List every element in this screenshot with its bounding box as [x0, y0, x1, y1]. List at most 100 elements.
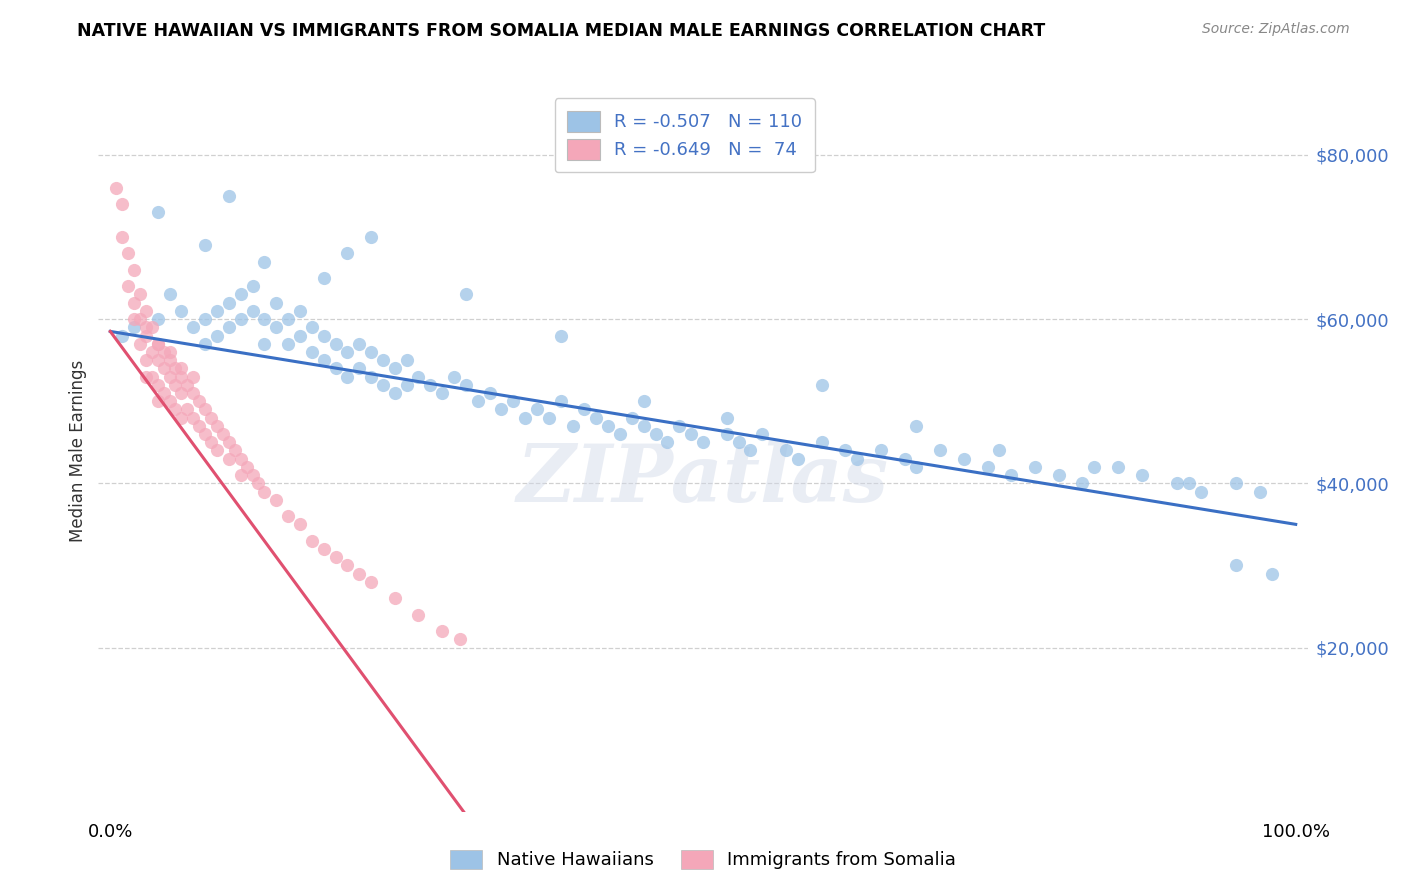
Point [454, 377, 477, 392]
Point [111, 197, 134, 211]
Point [1225, 476, 1247, 491]
Point [218, 320, 240, 334]
Point [159, 394, 181, 409]
Point [786, 451, 808, 466]
Point [117, 279, 139, 293]
Point [905, 418, 928, 433]
Point [277, 509, 299, 524]
Point [478, 386, 501, 401]
Point [205, 304, 228, 318]
Point [235, 459, 257, 474]
Point [129, 287, 152, 301]
Point [146, 336, 169, 351]
Point [194, 336, 217, 351]
Point [644, 427, 666, 442]
Point [122, 295, 145, 310]
Point [1024, 459, 1046, 474]
Legend: R = -0.507   N = 110, R = -0.649   N =  74: R = -0.507 N = 110, R = -0.649 N = 74 [555, 98, 815, 172]
Point [264, 492, 287, 507]
Point [129, 312, 152, 326]
Point [491, 402, 513, 417]
Point [360, 369, 382, 384]
Point [585, 410, 607, 425]
Point [253, 336, 276, 351]
Point [1178, 476, 1201, 491]
Point [253, 484, 276, 499]
Point [502, 394, 524, 409]
Point [129, 336, 152, 351]
Point [360, 345, 382, 359]
Point [312, 328, 335, 343]
Point [395, 353, 418, 368]
Point [301, 345, 323, 359]
Point [111, 328, 134, 343]
Point [176, 402, 198, 417]
Point [1130, 468, 1153, 483]
Point [135, 320, 157, 334]
Point [550, 328, 572, 343]
Point [224, 443, 246, 458]
Point [194, 402, 217, 417]
Point [336, 369, 359, 384]
Point [716, 410, 738, 425]
Point [598, 418, 620, 433]
Point [336, 246, 359, 260]
Point [312, 353, 335, 368]
Point [218, 451, 240, 466]
Point [834, 443, 856, 458]
Legend: Native Hawaiians, Immigrants from Somalia: Native Hawaiians, Immigrants from Somali… [440, 840, 966, 879]
Point [288, 517, 311, 532]
Point [727, 435, 749, 450]
Point [247, 476, 270, 491]
Point [229, 312, 252, 326]
Point [181, 320, 204, 334]
Point [360, 230, 382, 244]
Point [165, 377, 187, 392]
Point [194, 238, 217, 252]
Point [181, 410, 204, 425]
Point [526, 402, 548, 417]
Point [976, 459, 998, 474]
Point [170, 410, 193, 425]
Point [384, 386, 406, 401]
Point [105, 180, 128, 194]
Point [905, 459, 928, 474]
Point [141, 369, 163, 384]
Point [810, 435, 832, 450]
Point [122, 262, 145, 277]
Point [218, 295, 240, 310]
Y-axis label: Median Male Earnings: Median Male Earnings [69, 359, 87, 541]
Point [205, 443, 228, 458]
Point [165, 361, 187, 376]
Point [1166, 476, 1188, 491]
Point [111, 230, 134, 244]
Point [200, 410, 222, 425]
Point [740, 443, 762, 458]
Point [146, 377, 169, 392]
Point [336, 345, 359, 359]
Point [135, 369, 157, 384]
Point [371, 353, 394, 368]
Point [170, 304, 193, 318]
Point [312, 541, 335, 556]
Point [170, 361, 193, 376]
Point [141, 345, 163, 359]
Point [312, 271, 335, 285]
Point [242, 304, 264, 318]
Point [550, 394, 572, 409]
Point [301, 533, 323, 548]
Point [194, 312, 217, 326]
Point [408, 369, 430, 384]
Point [200, 435, 222, 450]
Text: Source: ZipAtlas.com: Source: ZipAtlas.com [1202, 22, 1350, 37]
Point [205, 418, 228, 433]
Point [454, 287, 477, 301]
Point [229, 468, 252, 483]
Point [229, 451, 252, 466]
Point [1047, 468, 1070, 483]
Point [218, 435, 240, 450]
Point [467, 394, 489, 409]
Point [1071, 476, 1094, 491]
Point [395, 377, 418, 392]
Point [537, 410, 560, 425]
